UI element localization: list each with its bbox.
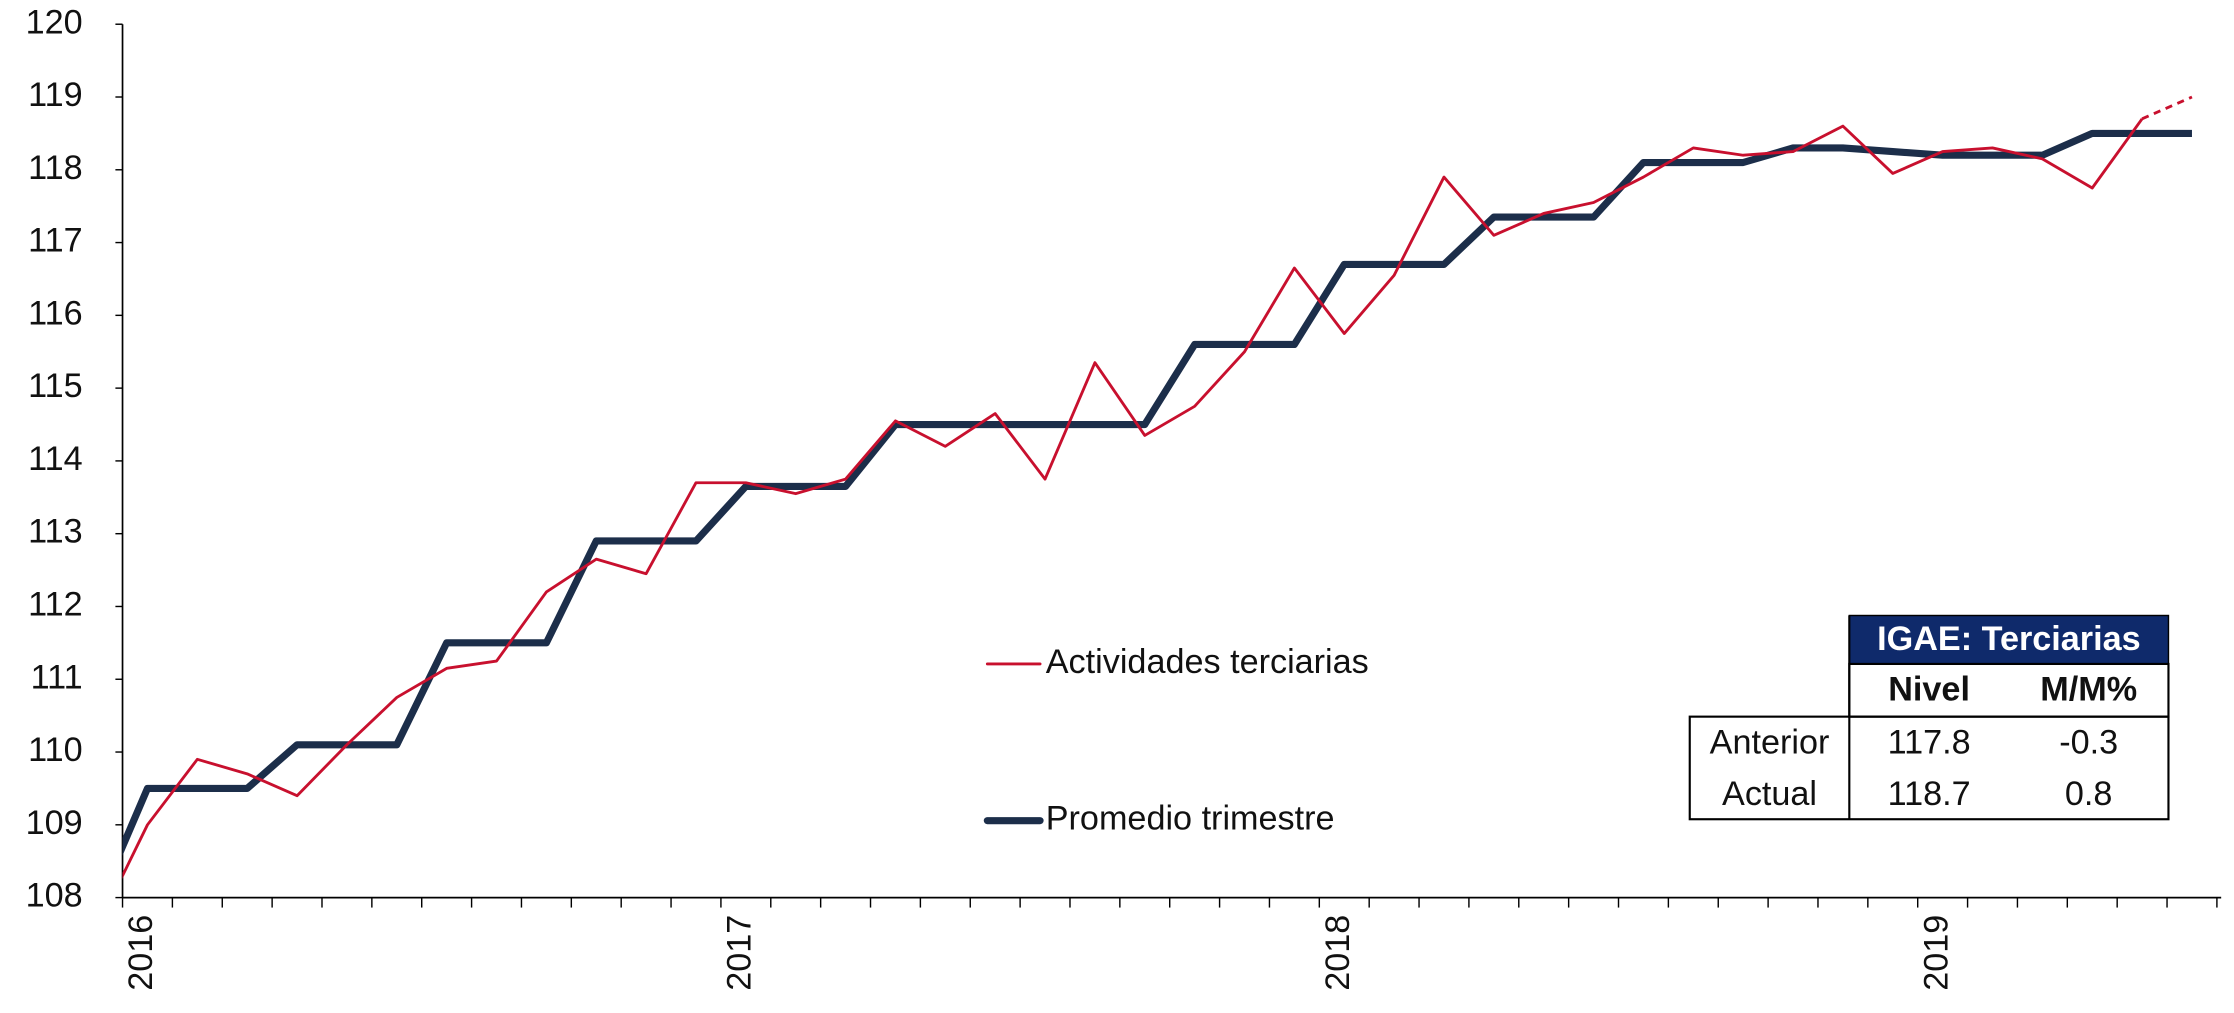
y-tick-label: 114 xyxy=(28,440,83,478)
y-tick-label: 109 xyxy=(26,804,83,842)
y-tick-label: 113 xyxy=(28,513,83,551)
y-tick-label: 112 xyxy=(28,586,83,624)
table-column-header: M/M% xyxy=(2040,671,2137,709)
table-title-bg xyxy=(1848,614,2170,665)
table-cell: 117.8 xyxy=(1888,723,1971,761)
series-dashed-segment xyxy=(2141,95,2193,121)
y-tick-label: 110 xyxy=(28,731,83,769)
y-tick-label: 117 xyxy=(28,222,83,260)
series-line xyxy=(122,118,2144,879)
legend-label: Promedio trimestre xyxy=(1046,800,1335,838)
y-tick-label: 120 xyxy=(26,3,83,41)
table-cell: 118.7 xyxy=(1888,775,1971,813)
table-cell: -0.3 xyxy=(2059,723,2118,761)
table-column-header: Nivel xyxy=(1888,671,1970,709)
table-cell: 0.8 xyxy=(2065,775,2113,813)
y-tick-label: 118 xyxy=(28,149,83,187)
x-tick-label: 2018 xyxy=(1319,915,1357,991)
table-title: IGAE: Terciarias xyxy=(1877,620,2140,658)
series-line xyxy=(122,129,2192,856)
y-tick-label: 119 xyxy=(28,76,83,114)
legend-label: Actividades terciarias xyxy=(1046,643,1369,681)
table-body-box xyxy=(1688,715,2170,821)
x-tick-label: 2016 xyxy=(122,915,160,991)
y-tick-label: 111 xyxy=(31,658,83,696)
y-tick-label: 108 xyxy=(26,877,83,915)
table-row-label: Actual xyxy=(1722,775,1817,813)
y-tick-label: 116 xyxy=(28,294,83,332)
y-tick-label: 115 xyxy=(28,367,83,405)
x-tick-label: 2019 xyxy=(1917,915,1955,991)
x-tick-label: 2017 xyxy=(721,915,759,991)
table-row-label: Anterior xyxy=(1710,723,1830,761)
plot-lines xyxy=(122,95,2193,879)
